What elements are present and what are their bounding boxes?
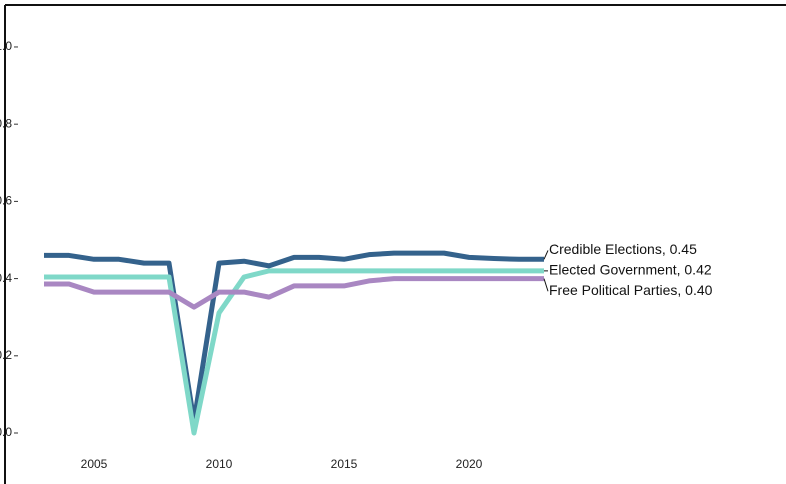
x-tick-label: 2020 (456, 457, 483, 471)
series-line (44, 276, 544, 310)
label-connector (543, 250, 549, 260)
series-line (44, 268, 544, 436)
x-tick-label: 2005 (81, 457, 108, 471)
x-tick-label: 2010 (206, 457, 233, 471)
y-tick-label: 0.6 (0, 194, 12, 208)
series-line (44, 250, 544, 424)
label-connector (543, 278, 549, 292)
series-label: Free Political Parties, 0.40 (549, 282, 713, 298)
y-tick-label: 0.8 (0, 116, 12, 130)
series-label: Credible Elections, 0.45 (549, 241, 697, 257)
x-tick-label: 2015 (331, 457, 358, 471)
series-label: Elected Government, 0.42 (549, 262, 712, 278)
y-tick-label: 0.0 (0, 425, 12, 439)
y-tick-label: 0.4 (0, 271, 12, 285)
y-tick-label: 1.0 (0, 39, 12, 53)
y-tick-label: 0.2 (0, 348, 12, 362)
